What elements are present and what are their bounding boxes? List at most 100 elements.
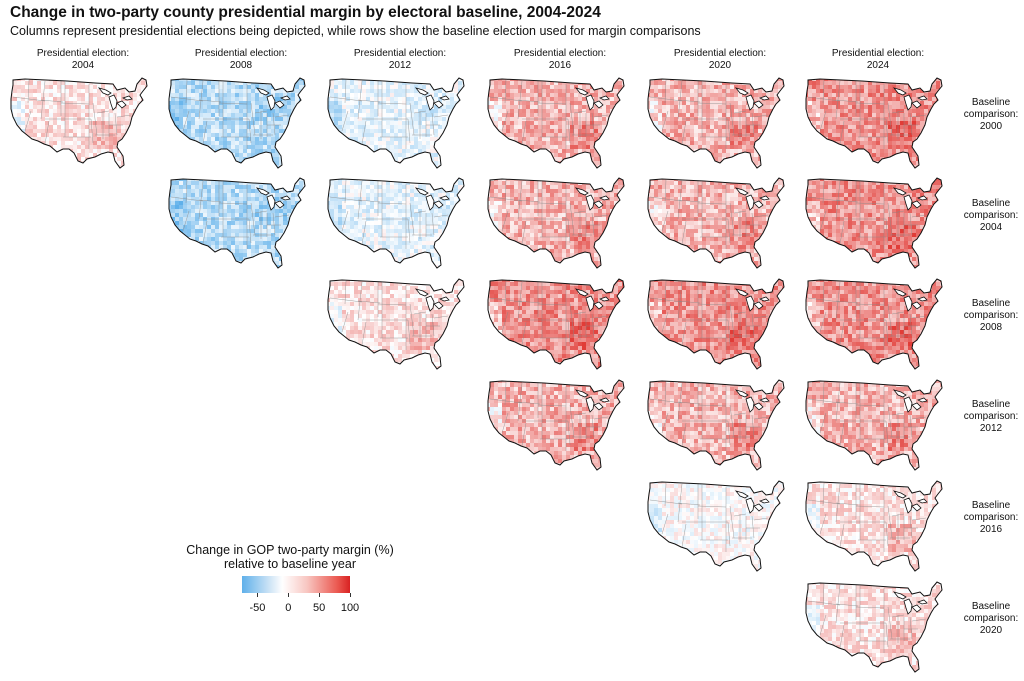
map-2012-vs-2000 xyxy=(322,73,472,173)
us-county-map xyxy=(647,278,785,370)
column-header-label: Presidential election: xyxy=(513,48,607,59)
row-label-line2: comparison: xyxy=(963,613,1019,624)
legend-tick-label: -50 xyxy=(249,602,266,614)
column-header-2004: Presidential election: 2004 xyxy=(8,48,158,72)
row-label-line1: Baseline xyxy=(971,399,1011,410)
us-county-map xyxy=(647,77,785,169)
row-label-year: 2008 xyxy=(979,322,1003,333)
us-outline xyxy=(487,278,625,370)
row-label-line1: Baseline xyxy=(971,198,1011,209)
us-outline xyxy=(168,177,306,269)
map-2012-vs-2004 xyxy=(322,173,472,273)
column-header-label: Presidential election: xyxy=(831,48,925,59)
row-label-year: 2004 xyxy=(979,222,1003,233)
column-header-2016: Presidential election: 2016 xyxy=(485,48,635,72)
us-outline xyxy=(805,77,943,169)
column-header-year: 2020 xyxy=(708,60,732,71)
row-label-2000: Baseline comparison: 2000 xyxy=(955,97,1024,133)
us-county-map xyxy=(647,480,785,572)
us-county-map xyxy=(647,379,785,471)
us-outline xyxy=(805,278,943,370)
us-outline xyxy=(805,379,943,471)
us-outline xyxy=(10,77,148,169)
row-label-line1: Baseline xyxy=(971,298,1011,309)
column-header-2020: Presidential election: 2020 xyxy=(645,48,795,72)
us-outline xyxy=(805,480,943,572)
column-header-label: Presidential election: xyxy=(673,48,767,59)
column-header-year: 2024 xyxy=(866,60,890,71)
us-county-map xyxy=(487,177,625,269)
row-label-year: 2016 xyxy=(979,524,1003,535)
us-county-map xyxy=(487,278,625,370)
us-county-map xyxy=(168,177,306,269)
column-header-2012: Presidential election: 2012 xyxy=(325,48,475,72)
page-title: Change in two-party county presidential … xyxy=(10,4,601,21)
column-header-label: Presidential election: xyxy=(353,48,447,59)
map-2016-vs-2004 xyxy=(482,173,632,273)
us-outline xyxy=(487,379,625,471)
us-county-map xyxy=(168,77,306,169)
row-label-2016: Baseline comparison: 2016 xyxy=(955,500,1024,536)
map-2024-vs-2008 xyxy=(800,274,950,374)
us-county-map xyxy=(647,177,785,269)
us-outline xyxy=(327,278,465,370)
column-header-year: 2012 xyxy=(388,60,412,71)
legend-tick-mark xyxy=(257,593,259,597)
us-county-map xyxy=(10,77,148,169)
us-outline xyxy=(805,581,943,673)
map-2008-vs-2004 xyxy=(163,173,313,273)
map-2020-vs-2016 xyxy=(642,476,792,576)
legend-tick-label: 0 xyxy=(285,602,292,614)
row-label-year: 2020 xyxy=(979,625,1003,636)
column-header-label: Presidential election: xyxy=(36,48,130,59)
row-label-2020: Baseline comparison: 2020 xyxy=(955,601,1024,637)
us-county-map xyxy=(327,77,465,169)
row-label-line1: Baseline xyxy=(971,601,1011,612)
column-header-year: 2016 xyxy=(548,60,572,71)
row-label-line2: comparison: xyxy=(963,512,1019,523)
column-header-2024: Presidential election: 2024 xyxy=(803,48,953,72)
row-label-2004: Baseline comparison: 2004 xyxy=(955,198,1024,234)
us-county-map xyxy=(327,278,465,370)
column-header-2008: Presidential election: 2008 xyxy=(166,48,316,72)
us-outline xyxy=(805,177,943,269)
us-outline xyxy=(647,480,785,572)
row-label-line1: Baseline xyxy=(971,97,1011,108)
map-2024-vs-2016 xyxy=(800,476,950,576)
row-label-line2: comparison: xyxy=(963,210,1019,221)
us-county-map xyxy=(805,278,943,370)
row-label-line1: Baseline xyxy=(971,500,1011,511)
us-outline xyxy=(647,379,785,471)
legend-tick-mark xyxy=(350,593,351,597)
map-2020-vs-2012 xyxy=(642,375,792,475)
us-county-map xyxy=(327,177,465,269)
map-2012-vs-2008 xyxy=(322,274,472,374)
legend-title-line1: Change in GOP two-party margin (%) xyxy=(186,543,394,557)
legend-tick-mark xyxy=(288,593,290,597)
row-label-year: 2012 xyxy=(979,423,1003,434)
us-outline xyxy=(327,77,465,169)
row-label-2012: Baseline comparison: 2012 xyxy=(955,399,1024,435)
us-outline xyxy=(487,177,625,269)
row-label-2008: Baseline comparison: 2008 xyxy=(955,298,1024,334)
map-2016-vs-2012 xyxy=(482,375,632,475)
map-2024-vs-2000 xyxy=(800,73,950,173)
map-2004-vs-2000 xyxy=(5,73,155,173)
legend-tick-label: 50 xyxy=(313,602,326,614)
map-2016-vs-2008 xyxy=(482,274,632,374)
map-2016-vs-2000 xyxy=(482,73,632,173)
page-subtitle: Columns represent presidential elections… xyxy=(10,24,701,38)
us-county-map xyxy=(805,177,943,269)
us-county-map xyxy=(805,77,943,169)
us-county-map xyxy=(805,581,943,673)
map-2024-vs-2012 xyxy=(800,375,950,475)
map-2008-vs-2000 xyxy=(163,73,313,173)
legend-tick-mark xyxy=(319,593,321,597)
legend-tick-label: 100 xyxy=(340,602,360,614)
us-outline xyxy=(168,77,306,169)
row-label-line2: comparison: xyxy=(963,411,1019,422)
us-county-map xyxy=(487,77,625,169)
map-2020-vs-2004 xyxy=(642,173,792,273)
us-outline xyxy=(647,177,785,269)
map-2024-vs-2004 xyxy=(800,173,950,273)
